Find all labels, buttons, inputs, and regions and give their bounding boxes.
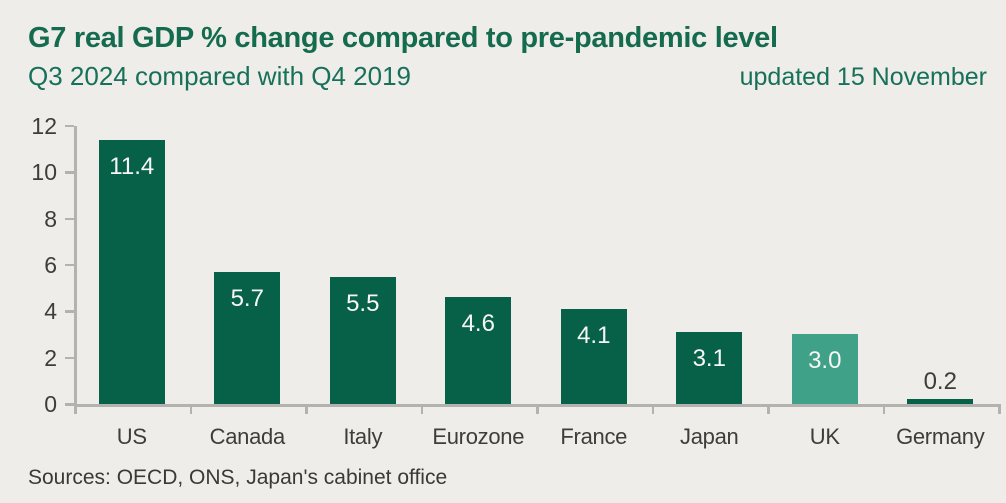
y-tick-label: 0 xyxy=(44,391,57,417)
y-axis-tick xyxy=(65,403,74,406)
bar-value-label: 0.2 xyxy=(923,368,957,396)
x-axis-tick xyxy=(998,404,1001,414)
bar-france xyxy=(560,309,627,404)
bar-us xyxy=(98,139,165,404)
x-axis-tick xyxy=(189,404,192,414)
x-axis-tick xyxy=(767,404,770,414)
y-axis-tick xyxy=(65,171,74,174)
bar-eurozone xyxy=(445,297,512,404)
y-tick-label: 4 xyxy=(44,298,57,325)
y-axis-tick xyxy=(65,124,74,128)
y-axis-tick xyxy=(65,356,74,360)
bar-value-label: 4.1 xyxy=(577,322,611,349)
x-tick-label: Canada xyxy=(209,424,286,449)
y-axis-tick xyxy=(65,310,74,313)
x-tick-label: Italy xyxy=(343,424,383,449)
y-tick-label: 6 xyxy=(44,251,57,278)
bar-germany xyxy=(907,399,974,404)
y-axis-tick xyxy=(65,217,74,221)
x-tick-label: France xyxy=(560,424,628,449)
chart-title: G7 real GDP % change compared to pre-pan… xyxy=(28,22,778,54)
y-tick-label: 2 xyxy=(44,344,57,371)
y-tick-label: 12 xyxy=(31,112,57,139)
x-axis-tick xyxy=(420,404,423,414)
x-axis-tick xyxy=(536,404,539,414)
source-note: Sources: OECD, ONS, Japan's cabinet offi… xyxy=(28,466,448,489)
bar-italy xyxy=(329,276,396,404)
x-axis-tick xyxy=(882,404,885,414)
bar-uk xyxy=(791,334,858,404)
bar-japan xyxy=(676,332,743,404)
bar-value-label: 5.7 xyxy=(230,284,264,312)
y-axis-tick xyxy=(65,263,74,267)
bar-value-label: 3.0 xyxy=(808,347,842,375)
x-axis-tick xyxy=(305,404,308,414)
bar-value-label: 5.5 xyxy=(346,289,380,317)
bar-value-label: 3.1 xyxy=(692,345,726,373)
x-tick-label: Germany xyxy=(896,424,985,449)
x-axis-tick xyxy=(651,404,654,414)
y-tick-label: 8 xyxy=(44,205,57,232)
y-axis-line xyxy=(74,126,77,413)
x-tick-label: Japan xyxy=(680,424,739,449)
bar-value-label: 11.4 xyxy=(109,152,155,180)
updated-date-label: updated 15 November xyxy=(739,63,987,91)
x-tick-label: US xyxy=(116,424,147,449)
bar-canada xyxy=(214,271,281,404)
bar-value-label: 4.6 xyxy=(461,310,495,338)
x-tick-label: Eurozone xyxy=(432,424,525,449)
y-tick-label: 10 xyxy=(31,159,57,186)
chart-subtitle: Q3 2024 compared with Q4 2019 xyxy=(28,61,412,91)
x-axis-tick xyxy=(74,404,77,414)
x-tick-label: UK xyxy=(809,424,840,449)
